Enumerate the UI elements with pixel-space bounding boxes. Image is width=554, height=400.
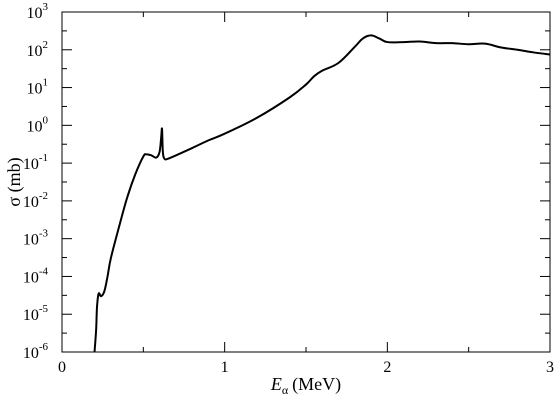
series-line: [93, 34, 551, 353]
x-axis-tick-labels: 0 1 2 3: [58, 359, 554, 376]
y-tick-base: 10: [23, 307, 39, 324]
y-tick-label: 103: [27, 1, 49, 22]
y-tick-exp: 0: [43, 114, 49, 126]
x-tick-label: 2: [383, 359, 391, 376]
y-tick-label: 101: [27, 77, 49, 98]
y-tick-label: 10-6: [23, 341, 49, 362]
y-tick-label: 10-3: [23, 228, 49, 249]
x-axis-label-sub: α: [282, 383, 289, 397]
y-tick-exp: -1: [39, 152, 48, 164]
y-tick-exp: 1: [43, 77, 49, 89]
y-tick-label: 10-5: [23, 303, 49, 324]
y-tick-exp: -6: [39, 341, 49, 353]
y-tick-label: 10-4: [23, 265, 49, 286]
y-tick-label: 10-1: [23, 152, 48, 173]
y-tick-exp: 2: [43, 39, 49, 51]
y-tick-base: 10: [27, 5, 43, 22]
y-tick-base: 10: [27, 81, 43, 98]
y-tick-base: 10: [23, 345, 39, 362]
y-tick-label: 10-2: [23, 190, 48, 211]
y-axis-ticks: [62, 11, 550, 353]
y-tick-exp: -2: [39, 190, 48, 202]
y-tick-exp: -5: [39, 303, 49, 315]
x-axis-label-var: E: [270, 374, 282, 394]
y-tick-base: 10: [27, 43, 43, 60]
y-tick-label: 102: [27, 39, 49, 60]
x-tick-label: 0: [58, 359, 66, 376]
y-tick-base: 10: [23, 269, 39, 286]
x-axis-label: Eα (MeV): [270, 374, 341, 397]
y-tick-base: 10: [23, 156, 39, 173]
y-tick-exp: -4: [39, 265, 49, 277]
y-axis-label: σ (mb): [4, 157, 25, 206]
plot-area: [61, 11, 551, 353]
y-tick-label: 100: [27, 114, 49, 135]
x-tick-label: 3: [546, 359, 554, 376]
y-tick-base: 10: [23, 194, 39, 211]
y-tick-base: 10: [27, 118, 43, 135]
y-tick-base: 10: [23, 232, 39, 249]
x-axis-ticks: [61, 12, 551, 352]
y-tick-exp: 3: [43, 1, 49, 13]
x-tick-label: 1: [221, 359, 229, 376]
y-tick-exp: -3: [39, 228, 49, 240]
x-axis-label-unit: (MeV): [292, 374, 341, 395]
